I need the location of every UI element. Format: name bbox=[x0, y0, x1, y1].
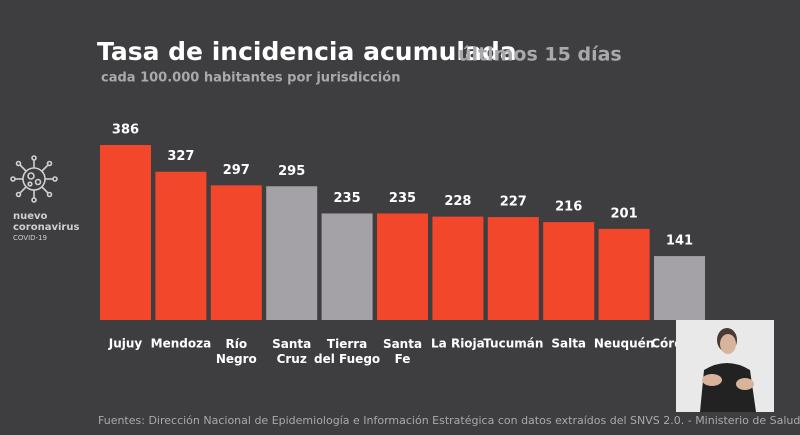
chart-title: Tasa de incidencia acumulada bbox=[97, 37, 517, 66]
title-note: últimos 15 días bbox=[458, 44, 622, 66]
value-label: 235 bbox=[389, 191, 416, 206]
bar bbox=[598, 228, 650, 320]
value-label: 227 bbox=[500, 195, 527, 210]
source-note: Fuentes: Dirección Nacional de Epidemiol… bbox=[98, 414, 800, 427]
x-tick-label: La Rioja bbox=[431, 337, 485, 351]
value-label: 228 bbox=[444, 194, 471, 209]
chart-subtitle: cada 100.000 habitantes por jurisdicción bbox=[101, 71, 400, 86]
virus-icon bbox=[10, 155, 58, 203]
logo-label: nuevo coronavirus bbox=[13, 211, 79, 233]
bar bbox=[377, 213, 428, 320]
bar bbox=[266, 186, 318, 320]
x-tick-label: Salta bbox=[551, 337, 586, 351]
value-label: 235 bbox=[334, 191, 361, 206]
x-tick-label: Tierra del Fuego bbox=[314, 337, 380, 366]
value-label: 201 bbox=[611, 206, 638, 221]
bar bbox=[432, 216, 484, 320]
x-tick-label: Jujuy bbox=[108, 337, 143, 351]
x-tick-label: Santa Cruz bbox=[272, 337, 311, 366]
bar bbox=[487, 217, 539, 320]
value-label: 327 bbox=[167, 149, 194, 164]
value-label: 297 bbox=[223, 163, 250, 178]
value-label: 216 bbox=[555, 200, 582, 215]
sign-language-inset bbox=[676, 320, 774, 412]
value-label: 386 bbox=[112, 123, 139, 138]
bar bbox=[543, 222, 595, 320]
bar bbox=[654, 256, 705, 320]
x-tick-label: Neuquén bbox=[594, 337, 655, 351]
bar bbox=[100, 145, 151, 320]
value-label: 295 bbox=[278, 164, 305, 179]
x-tick-label: Tucumán bbox=[483, 337, 543, 351]
value-label: 141 bbox=[666, 234, 693, 249]
bar bbox=[321, 213, 373, 320]
x-tick-label: Santa Fe bbox=[383, 337, 422, 366]
bar bbox=[155, 171, 207, 320]
logo-sublabel: COVID-19 bbox=[13, 234, 47, 242]
x-tick-label: Mendoza bbox=[151, 337, 212, 351]
bar bbox=[210, 185, 262, 320]
x-tick-label: Río Negro bbox=[216, 337, 257, 366]
